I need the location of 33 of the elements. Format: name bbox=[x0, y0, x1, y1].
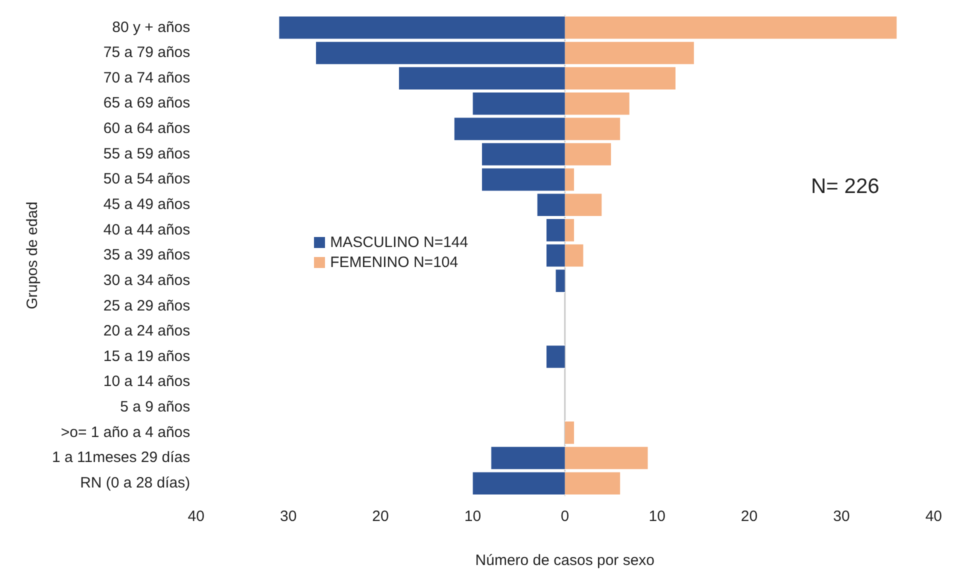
x-tick-label: 10 bbox=[648, 508, 666, 526]
legend-label: FEMENINO N=104 bbox=[330, 254, 458, 270]
y-tick-label: RN (0 a 28 días) bbox=[80, 474, 190, 492]
y-tick-label: 5 a 9 años bbox=[120, 398, 190, 416]
y-tick-label: 30 a 34 años bbox=[103, 272, 190, 289]
x-tick-label: 30 bbox=[280, 508, 297, 526]
y-tick-label: 60 a 64 años bbox=[103, 120, 190, 138]
y-tick-label: 75 a 79 años bbox=[103, 44, 190, 62]
x-tick-label: 30 bbox=[833, 508, 850, 526]
x-tick-label: 40 bbox=[188, 508, 204, 526]
y-tick-label: 45 a 49 años bbox=[103, 196, 190, 214]
y-tick-label: 1 a 11meses 29 días bbox=[52, 449, 190, 466]
y-tick-label: 35 a 39 años bbox=[103, 246, 190, 264]
y-tick-label: 15 a 19 años bbox=[103, 348, 190, 365]
y-tick-label: 50 a 54 años bbox=[103, 170, 190, 188]
y-tick-label: 65 a 69 años bbox=[103, 94, 190, 112]
x-tick-label: 40 bbox=[925, 508, 942, 526]
x-tick-label: 10 bbox=[464, 508, 482, 526]
y-axis-title: Grupos de edad bbox=[24, 202, 42, 310]
y-tick-label: 20 a 24 años bbox=[103, 322, 190, 340]
y-tick-label: 10 a 14 años bbox=[103, 373, 190, 390]
y-tick-label: 80 y + años bbox=[112, 18, 190, 36]
y-tick-label: 55 a 59 años bbox=[103, 145, 190, 162]
x-tick-label: 0 bbox=[560, 508, 570, 526]
annotation: N= 226 bbox=[811, 174, 880, 198]
legend-label: MASCULINO N=144 bbox=[330, 234, 468, 250]
y-tick-label: 40 a 44 años bbox=[103, 221, 190, 238]
y-tick-label: 70 a 74 años bbox=[103, 69, 190, 86]
x-tick-label: 20 bbox=[740, 508, 758, 526]
x-tick-label: 20 bbox=[372, 508, 389, 526]
x-axis-title: Número de casos por sexo bbox=[475, 552, 655, 570]
y-tick-label: 25 a 29 años bbox=[103, 297, 190, 314]
y-tick-label: >o= 1 año a 4 años bbox=[60, 424, 190, 441]
